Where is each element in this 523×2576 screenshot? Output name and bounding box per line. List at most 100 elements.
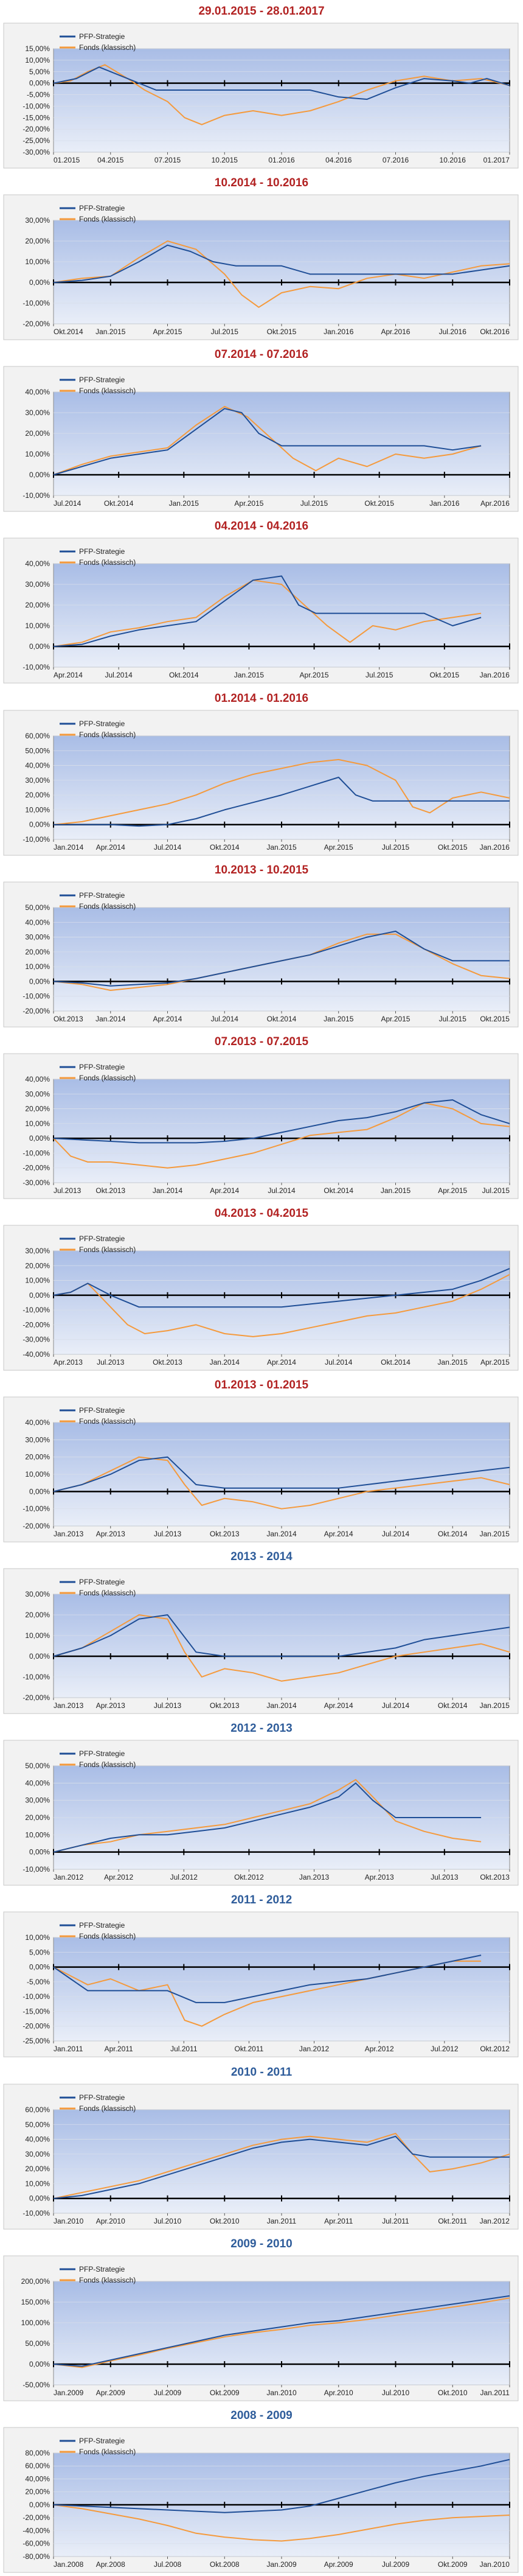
x-tick-label: Okt.2009	[438, 2560, 468, 2569]
x-tick-label: Jan.2015	[324, 1015, 354, 1023]
series-line-fonds-klassisch	[53, 2132, 510, 2199]
x-tick-label: Jan.2013	[299, 1873, 330, 1881]
x-tick-label: Okt.2014	[381, 1358, 410, 1367]
x-tick-label: Jul.2011	[170, 2045, 198, 2053]
x-tick-label: 10.2016	[440, 156, 466, 164]
y-tick-label: -20,00%	[23, 1320, 50, 1329]
legend-label: PFP-Strategie	[79, 2093, 125, 2102]
chart-title: 10.2014 - 10.2016	[214, 177, 309, 190]
x-tick-label: Jan.2015	[266, 843, 297, 852]
legend-label: PFP-Strategie	[79, 719, 125, 728]
y-tick-label: 40,00%	[25, 2135, 50, 2143]
plot-area	[53, 1937, 510, 2042]
chart-svg: 50,00% 40,00% 30,00% 20,00% 10,00% 0,00% -10,0…	[3, 1740, 519, 1886]
chart-svg: 10,00% 5,00% 0,00% -5,00% -10,00% -15,00% -20,…	[3, 1911, 519, 2058]
x-tick-label: Okt.2010	[438, 2389, 468, 2397]
x-tick-label: Apr.2014	[54, 671, 83, 679]
chart-svg: 15,00% 10,00% 5,00% 0,00% -5,00% -10,00% -15,0…	[3, 23, 519, 169]
y-tick-label: 30,00%	[25, 1796, 50, 1805]
chart-panel: 01.2013 - 01.2015 40,00% 30,00% 20,00% 10,00…	[0, 1374, 523, 1545]
chart-title: 04.2014 - 04.2016	[214, 520, 309, 533]
x-tick-label: Apr.2015	[234, 499, 263, 508]
x-tick-label: Jul.2016	[439, 327, 467, 336]
y-tick-label: -10,00%	[23, 491, 50, 500]
legend-label: Fonds (klassisch)	[79, 1074, 136, 1082]
y-tick-label: 20,00%	[25, 601, 50, 609]
x-tick-label: 01.2016	[268, 156, 295, 164]
chart-svg: 40,00% 30,00% 20,00% 10,00% 0,00% -10,00% -20,…	[3, 1396, 519, 1542]
x-tick-label: Jul.2013	[154, 1701, 182, 1710]
y-tick-label: 40,00%	[25, 2474, 50, 2483]
y-tick-label: 0,00%	[29, 1848, 50, 1857]
chart-legend: PFP-Strategie Fonds (klassisch)	[60, 719, 136, 739]
y-tick-label: 10,00%	[25, 1470, 50, 1479]
chart-panel: 04.2014 - 04.2016 40,00% 30,00% 20,00% 10,00…	[0, 515, 523, 687]
legend-label: Fonds (klassisch)	[79, 1932, 136, 1941]
x-tick-label: Okt.2015	[430, 671, 460, 679]
y-tick-label: 10,00%	[25, 2179, 50, 2188]
y-tick-label: 150,00%	[21, 2298, 50, 2306]
x-tick-label: Apr.2013	[54, 1358, 83, 1367]
chart-legend: PFP-Strategie Fonds (klassisch)	[60, 376, 136, 395]
chart-legend: PFP-Strategie Fonds (klassisch)	[60, 2437, 136, 2456]
x-tick-label: Apr.2013	[96, 1701, 125, 1710]
x-tick-label: Jan.2015	[234, 671, 265, 679]
series-line-fonds-klassisch	[53, 240, 510, 308]
chart-panel: 07.2014 - 07.2016 40,00% 30,00% 20,00% 10,00…	[0, 343, 523, 515]
x-tick-label: Okt.2012	[480, 2045, 510, 2053]
x-tick-label: Jan.2015	[438, 1358, 468, 1367]
series-line-pfp-strategie	[53, 2459, 510, 2513]
chart-legend: PFP-Strategie Fonds (klassisch)	[60, 1578, 136, 1597]
x-tick-label: 01.2017	[483, 156, 510, 164]
x-tick-label: 07.2015	[154, 156, 181, 164]
y-tick-label: -10,00%	[23, 835, 50, 844]
chart-title: 2011 - 2012	[230, 1894, 293, 1907]
y-tick-label: -20,00%	[23, 1693, 50, 1702]
chart-legend: PFP-Strategie Fonds (klassisch)	[60, 2265, 136, 2284]
legend-label: Fonds (klassisch)	[79, 2448, 136, 2456]
y-tick-label: -10,00%	[23, 992, 50, 1000]
x-tick-label: Jan.2016	[480, 843, 510, 852]
x-tick-label: Jan.2016	[429, 499, 460, 508]
y-tick-label: 0,00%	[29, 1963, 50, 1972]
legend-label: PFP-Strategie	[79, 204, 125, 212]
x-tick-label: Okt.2015	[364, 499, 394, 508]
x-tick-label: Jul.2015	[300, 499, 328, 508]
series-line-fonds-klassisch	[53, 1273, 510, 1337]
y-tick-label: 20,00%	[25, 429, 50, 438]
chart-panel: 10.2014 - 10.2016 30,00% 20,00% 10,00% 0,00%…	[0, 172, 523, 343]
x-tick-label: Jul.2014	[211, 1015, 239, 1023]
legend-label: PFP-Strategie	[79, 1749, 125, 1758]
legend-label: Fonds (klassisch)	[79, 2104, 136, 2113]
x-tick-label: Jul.2013	[97, 1358, 125, 1367]
x-tick-label: Okt.2011	[235, 2045, 264, 2053]
legend-label: Fonds (klassisch)	[79, 558, 136, 567]
chart-panel: 2009 - 2010 200,00% 150,00% 100,00% 50,00% 0,…	[0, 2233, 523, 2404]
legend-label: Fonds (klassisch)	[79, 1589, 136, 1597]
y-tick-label: 40,00%	[25, 1779, 50, 1788]
series-line-fonds-klassisch	[53, 2297, 510, 2368]
chart-legend: PFP-Strategie Fonds (klassisch)	[60, 1234, 136, 1254]
y-tick-label: -60,00%	[23, 2539, 50, 2548]
y-tick-label: 40,00%	[25, 761, 50, 769]
x-tick-label: Okt.2014	[104, 499, 134, 508]
x-tick-label: Jul.2013	[431, 1873, 459, 1881]
x-tick-label: Apr.2009	[324, 2560, 353, 2569]
y-tick-label: 60,00%	[25, 732, 50, 740]
x-tick-label: Jan.2009	[266, 2560, 297, 2569]
chart-title: 2008 - 2009	[230, 2409, 293, 2422]
chart-title: 10.2013 - 10.2015	[214, 863, 309, 877]
y-tick-label: 20,00%	[25, 1813, 50, 1822]
y-tick-label: -10,00%	[23, 1149, 50, 1157]
x-tick-label: Jan.2011	[480, 2389, 510, 2397]
chart-legend: PFP-Strategie Fonds (klassisch)	[60, 891, 136, 911]
series-line-pfp-strategie	[53, 408, 482, 476]
y-tick-label: -10,00%	[23, 299, 50, 307]
y-tick-label: 15,00%	[25, 44, 50, 53]
x-tick-label: Jan.2011	[267, 2217, 297, 2225]
legend-label: Fonds (klassisch)	[79, 1760, 136, 1769]
legend-label: PFP-Strategie	[79, 2437, 125, 2445]
y-tick-label: 30,00%	[25, 216, 50, 225]
y-tick-label: 20,00%	[25, 2488, 50, 2496]
series-line-fonds-klassisch	[53, 758, 510, 825]
